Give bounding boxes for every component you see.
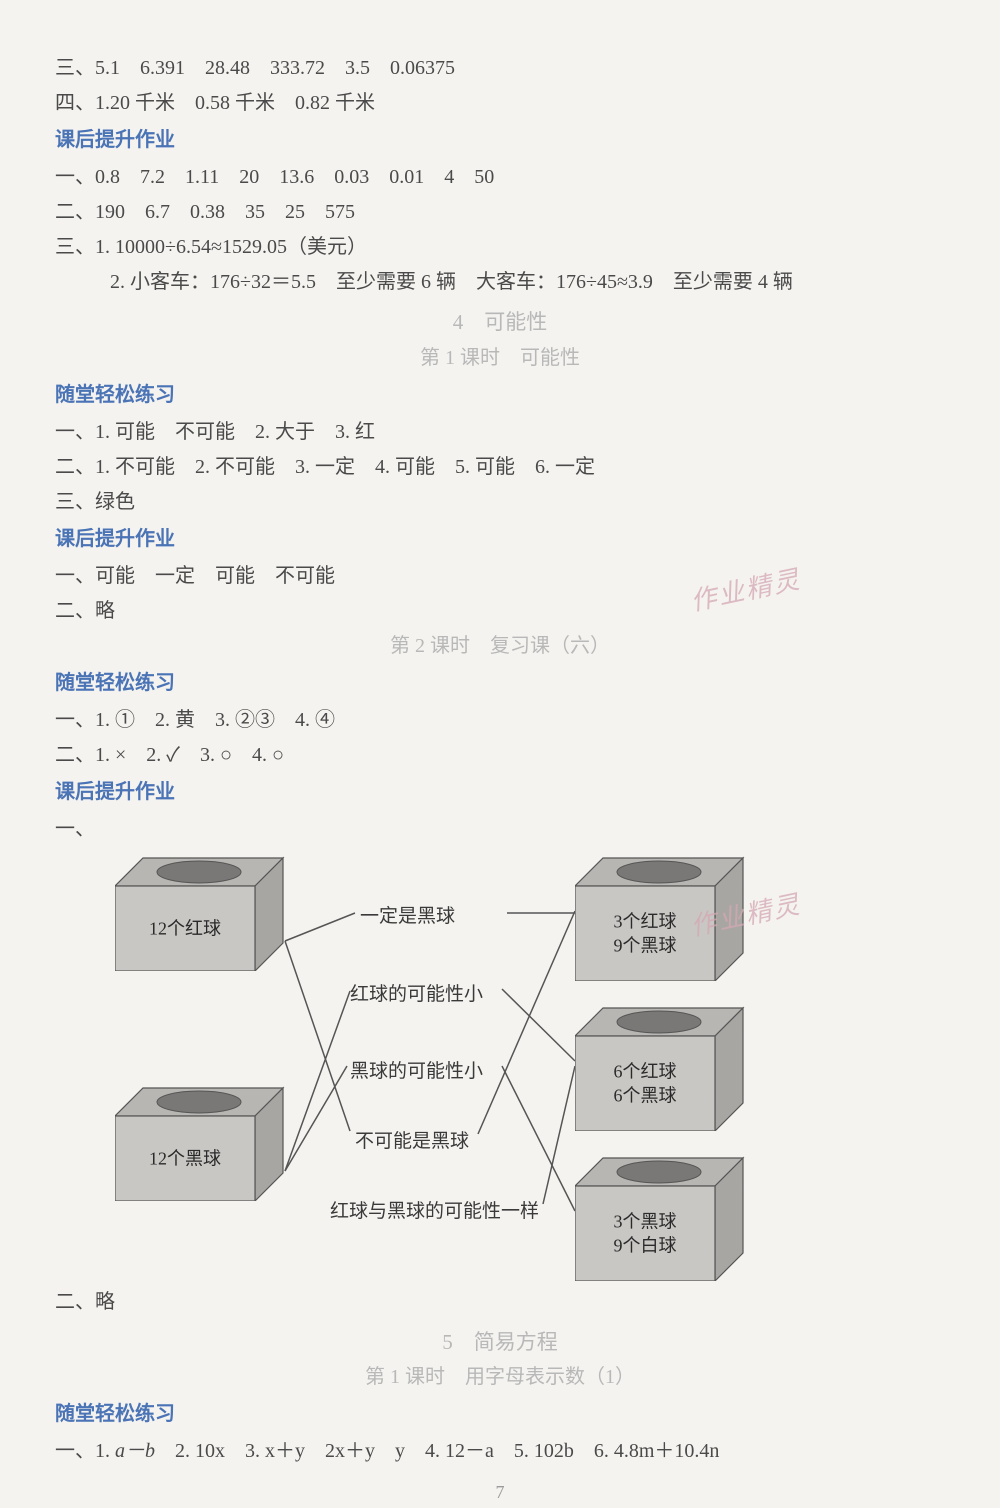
svg-text:6个红球: 6个红球 bbox=[614, 1061, 677, 1081]
svg-text:3个红球: 3个红球 bbox=[614, 911, 677, 931]
lesson-5-1-title: 第 1 课时 用字母表示数（1） bbox=[55, 1361, 945, 1394]
diagram-label-4: 红球与黑球的可能性一样 bbox=[330, 1196, 539, 1227]
heading-suitang-1: 随堂轻松练习 bbox=[55, 379, 945, 412]
lesson-4-1-title: 第 1 课时 可能性 bbox=[55, 342, 945, 375]
box-mr: 6个红球 6个黑球 bbox=[575, 1001, 745, 1131]
line-s4-l15: 二、略 bbox=[55, 1286, 945, 1319]
svg-text:9个白球: 9个白球 bbox=[614, 1235, 677, 1255]
svg-text:6个黑球: 6个黑球 bbox=[614, 1085, 677, 1105]
line-san-2: 2. 小客车：176÷32＝5.5 至少需要 6 辆 大客车：176÷45≈3.… bbox=[55, 266, 945, 299]
heading-suitang-3: 随堂轻松练习 bbox=[55, 1398, 945, 1431]
diagram-label-1: 红球的可能性小 bbox=[350, 979, 483, 1010]
diagram-label-0: 一定是黑球 bbox=[360, 901, 455, 932]
line-s4-l14: 一、 bbox=[55, 813, 945, 846]
matching-diagram: 12个红球 12个黑球 3个红球 9个黑球 6个红球 6个黑球 3个黑球 9个白球 一定是黑球红… bbox=[75, 851, 945, 1281]
line-si: 四、1.20 千米 0.58 千米 0.82 千米 bbox=[55, 87, 945, 120]
diagram-label-2: 黑球的可能性小 bbox=[350, 1056, 483, 1087]
page-number: 7 bbox=[55, 1478, 945, 1508]
box-tl: 12个红球 bbox=[115, 851, 285, 971]
svg-text:3个黑球: 3个黑球 bbox=[614, 1211, 677, 1231]
line-s5-l16: 一、1. a－b 2. 10x 3. x＋y 2x＋y y 4. 12－a 5.… bbox=[55, 1435, 945, 1468]
line-er-1: 二、190 6.7 0.38 35 25 575 bbox=[55, 196, 945, 229]
line-s4-l11: 二、略 bbox=[55, 595, 945, 628]
line-san: 三、5.1 6.391 28.48 333.72 3.5 0.06375 bbox=[55, 52, 945, 85]
chapter-4-title: 4 可能性 bbox=[55, 305, 945, 340]
line-s4-l10: 一、可能 一定 可能 不可能 bbox=[55, 560, 945, 593]
box-bl: 12个黑球 bbox=[115, 1081, 285, 1201]
line-s4-l7: 一、1. 可能 不可能 2. 大于 3. 红 bbox=[55, 416, 945, 449]
chapter-5-title: 5 简易方程 bbox=[55, 1325, 945, 1360]
line-yi-1: 一、0.8 7.2 1.11 20 13.6 0.03 0.01 4 50 bbox=[55, 161, 945, 194]
heading-kehou-2: 课后提升作业 bbox=[55, 523, 945, 556]
svg-text:9个黑球: 9个黑球 bbox=[614, 935, 677, 955]
box-br: 3个黑球 9个白球 bbox=[575, 1151, 745, 1281]
heading-kehou-1: 课后提升作业 bbox=[55, 124, 945, 157]
svg-text:12个黑球: 12个黑球 bbox=[149, 1148, 221, 1168]
line-s4-l12: 一、1. ① 2. 黄 3. ②③ 4. ④ bbox=[55, 704, 945, 737]
line-s4-l8: 二、1. 不可能 2. 不可能 3. 一定 4. 可能 5. 可能 6. 一定 bbox=[55, 451, 945, 484]
line-s4-l9: 三、绿色 bbox=[55, 486, 945, 519]
svg-text:12个红球: 12个红球 bbox=[149, 918, 221, 938]
line-s4-l13: 二、1. × 2. ✓ 3. ○ 4. ○ bbox=[55, 739, 945, 772]
heading-suitang-2: 随堂轻松练习 bbox=[55, 667, 945, 700]
heading-kehou-3: 课后提升作业 bbox=[55, 776, 945, 809]
diagram-label-3: 不可能是黑球 bbox=[355, 1126, 469, 1157]
line-san-1: 三、1. 10000÷6.54≈1529.05（美元） bbox=[55, 231, 945, 264]
box-tr: 3个红球 9个黑球 bbox=[575, 851, 745, 981]
lesson-4-2-title: 第 2 课时 复习课（六） bbox=[55, 630, 945, 663]
